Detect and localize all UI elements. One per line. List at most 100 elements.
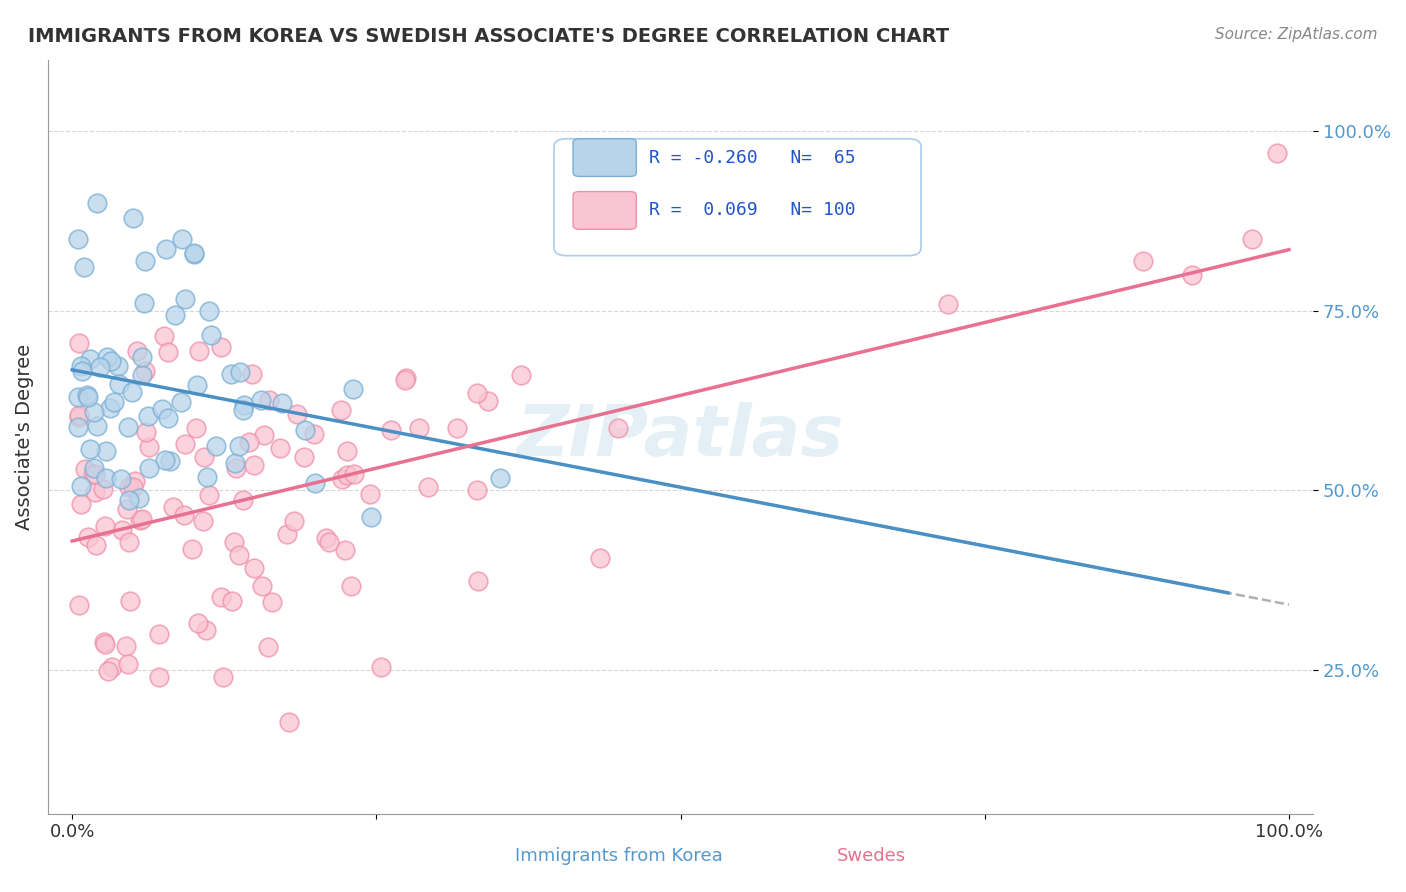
Point — [150, 402, 173, 417]
Point — [283, 514, 305, 528]
Text: Swedes: Swedes — [837, 847, 907, 865]
Point — [157, 410, 180, 425]
Point — [163, 308, 186, 322]
Point — [67, 599, 90, 613]
Point — [67, 232, 90, 246]
Point — [89, 359, 111, 374]
Point — [96, 350, 118, 364]
Point — [86, 196, 108, 211]
Point — [103, 395, 125, 409]
Point — [200, 328, 222, 343]
Point — [187, 616, 209, 631]
Point — [211, 670, 233, 684]
Point — [79, 442, 101, 456]
Point — [67, 420, 90, 434]
Point — [188, 343, 211, 358]
Point — [394, 373, 416, 387]
Y-axis label: Associate's Degree: Associate's Degree — [15, 343, 34, 530]
Point — [370, 659, 392, 673]
Point — [183, 246, 205, 260]
Point — [129, 513, 152, 527]
Point — [395, 371, 418, 385]
Point — [79, 351, 101, 366]
Point — [228, 549, 250, 563]
Point — [228, 439, 250, 453]
Point — [510, 368, 533, 382]
Point — [73, 462, 96, 476]
Point — [336, 467, 359, 482]
Point — [131, 368, 153, 383]
Point — [224, 535, 246, 549]
Point — [257, 640, 280, 654]
Point — [83, 405, 105, 419]
Point — [243, 561, 266, 575]
Point — [107, 359, 129, 373]
Point — [70, 359, 93, 373]
Point — [589, 551, 612, 566]
Point — [205, 439, 228, 453]
Point — [118, 480, 141, 494]
Point — [67, 410, 90, 425]
Point — [94, 471, 117, 485]
Point — [243, 458, 266, 473]
Point — [477, 393, 499, 408]
Point — [96, 443, 118, 458]
Point — [238, 435, 260, 450]
Point — [122, 211, 145, 225]
Point — [343, 467, 366, 481]
Point — [198, 488, 221, 502]
Point — [98, 401, 121, 415]
Point — [131, 350, 153, 364]
Point — [94, 637, 117, 651]
Point — [110, 472, 132, 486]
Point — [194, 623, 217, 637]
Point — [330, 472, 353, 486]
Point — [270, 395, 292, 409]
Point — [111, 523, 134, 537]
Point — [465, 386, 488, 401]
Point — [221, 368, 243, 382]
Point — [304, 475, 326, 490]
Point — [118, 534, 141, 549]
Point — [94, 519, 117, 533]
Point — [315, 532, 337, 546]
Point — [260, 595, 283, 609]
Point — [157, 345, 180, 359]
Point — [231, 402, 253, 417]
Point — [117, 420, 139, 434]
Point — [380, 423, 402, 437]
Point — [1265, 145, 1288, 160]
Point — [100, 660, 122, 674]
Point — [198, 304, 221, 318]
FancyBboxPatch shape — [574, 139, 637, 177]
Point — [155, 242, 177, 256]
Point — [257, 393, 280, 408]
Text: Immigrants from Korea: Immigrants from Korea — [515, 847, 723, 865]
Point — [70, 364, 93, 378]
Point — [936, 297, 959, 311]
Point — [250, 579, 273, 593]
Point — [67, 390, 90, 404]
Point — [67, 408, 90, 422]
Point — [184, 421, 207, 435]
Point — [467, 574, 489, 588]
Point — [488, 470, 510, 484]
Point — [302, 426, 325, 441]
Point — [82, 467, 104, 482]
Point — [138, 460, 160, 475]
FancyBboxPatch shape — [554, 139, 921, 256]
Point — [209, 340, 232, 354]
Point — [84, 467, 107, 481]
Point — [93, 634, 115, 648]
Point — [318, 535, 340, 549]
Point — [108, 377, 131, 392]
Text: R =  0.069   N= 100: R = 0.069 N= 100 — [650, 202, 856, 219]
Point — [124, 474, 146, 488]
Point — [607, 421, 630, 435]
Point — [100, 353, 122, 368]
Point — [121, 384, 143, 399]
Point — [294, 423, 316, 437]
Point — [86, 419, 108, 434]
Point — [221, 594, 243, 608]
Point — [174, 437, 197, 451]
